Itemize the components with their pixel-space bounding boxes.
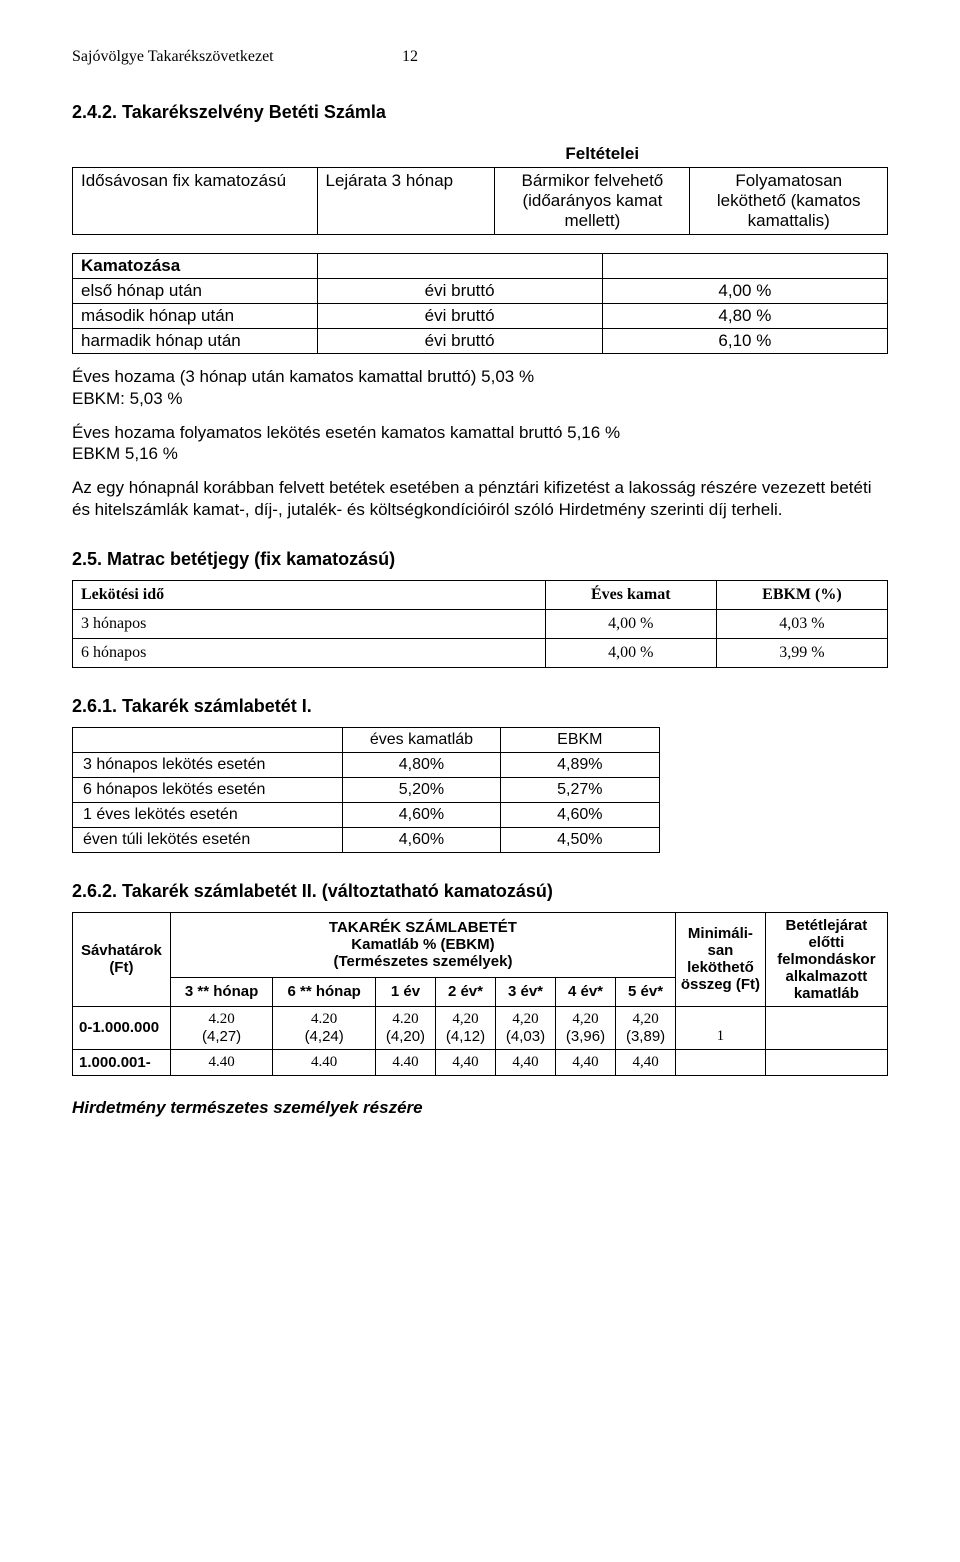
feltetelei-c4-l1: Folyamatosan bbox=[735, 171, 842, 190]
matrac-row: 3 hónapos 4,00 % 4,03 % bbox=[73, 609, 888, 638]
feltetelei-table: Feltételei Idősávosan fix kamatozású Lej… bbox=[72, 141, 888, 235]
para1-l1: Éves hozama (3 hónap után kamatos kamatt… bbox=[72, 367, 534, 386]
matrac-h1: Lekötési idő bbox=[73, 580, 546, 609]
tak2-period: 5 év* bbox=[616, 978, 676, 1006]
tak2-period: 2 év* bbox=[435, 978, 495, 1006]
section-261-title: 2.6.1. Takarék számlabetét I. bbox=[72, 696, 888, 717]
feltetelei-c3: Bármikor felvehető (időarányos kamat mel… bbox=[495, 168, 690, 235]
feltetelei-c4-l2: leköthető (kamatos bbox=[717, 191, 861, 210]
tak2-period: 3 ** hónap bbox=[170, 978, 273, 1006]
tak1-row: 6 hónapos lekötés esetén5,20%5,27% bbox=[73, 777, 660, 802]
kam-row: harmadik hónap utánévi bruttó6,10 % bbox=[73, 329, 888, 354]
tak1-h3: EBKM bbox=[501, 727, 659, 752]
feltetelei-c4-l3: kamattalis) bbox=[748, 211, 830, 230]
feltetelei-c3-l2: (időarányos kamat bbox=[522, 191, 662, 210]
section-262-title: 2.6.2. Takarék számlabetét II. (változta… bbox=[72, 881, 888, 902]
takarek1-table: éves kamatláb EBKM 3 hónapos lekötés ese… bbox=[72, 727, 660, 853]
tak1-row: éven túli lekötés esetén4,60%4,50% bbox=[73, 827, 660, 852]
matrac-h2: Éves kamat bbox=[545, 580, 716, 609]
tak2-period: 3 év* bbox=[495, 978, 555, 1006]
kam-row: első hónap utánévi bruttó4,00 % bbox=[73, 279, 888, 304]
section-242-title: 2.4.2. Takarékszelvény Betéti Számla bbox=[72, 102, 888, 123]
feltetelei-c3-l1: Bármikor felvehető bbox=[522, 171, 664, 190]
para2-l1: Éves hozama folyamatos lekötés esetén ka… bbox=[72, 423, 620, 442]
tak2-row: 1.000.001- 4.40 4.40 4.40 4,40 4,40 4,40… bbox=[73, 1049, 888, 1075]
kam-title: Kamatozása bbox=[73, 254, 318, 279]
matrac-row: 6 hónapos 4,00 % 3,99 % bbox=[73, 638, 888, 667]
company-name: Sajóvölgye Takarékszövetkezet bbox=[72, 48, 402, 66]
tak1-h2: éves kamatláb bbox=[342, 727, 500, 752]
page-footer: Hirdetmény természetes személyek részére bbox=[72, 1098, 888, 1118]
tak2-hdr-bet: Betétlejárat előtti felmondáskor alkalma… bbox=[765, 912, 887, 1006]
tak2-period: 1 év bbox=[375, 978, 435, 1006]
tak2-row: 0-1.000.000 4.20(4,27) 4.20(4,24) 4.20(4… bbox=[73, 1006, 888, 1049]
tak2-hdr-sav: Sávhatárok (Ft) bbox=[73, 912, 171, 1006]
feltetelei-heading: Feltételei bbox=[317, 141, 888, 168]
page-header: Sajóvölgye Takarékszövetkezet 12 bbox=[72, 48, 888, 66]
para-3: Az egy hónapnál korábban felvett betétek… bbox=[72, 477, 888, 521]
page-number: 12 bbox=[402, 48, 418, 66]
kam-row: második hónap utánévi bruttó4,80 % bbox=[73, 304, 888, 329]
takarek2-table: Sávhatárok (Ft) TAKARÉK SZÁMLABETÉT Kama… bbox=[72, 912, 888, 1076]
feltetelei-c4: Folyamatosan leköthető (kamatos kamattal… bbox=[690, 168, 888, 235]
matrac-table: Lekötési idő Éves kamat EBKM (%) 3 hónap… bbox=[72, 580, 888, 668]
feltetelei-c1: Idősávosan fix kamatozású bbox=[73, 168, 318, 235]
tak2-hdr-min: Minimáli-san leköthető összeg (Ft) bbox=[676, 912, 766, 1006]
matrac-h3: EBKM (%) bbox=[716, 580, 887, 609]
tak2-hdr-main: TAKARÉK SZÁMLABETÉT Kamatláb % (EBKM) (T… bbox=[170, 912, 675, 978]
tak2-period: 4 év* bbox=[556, 978, 616, 1006]
para-1: Éves hozama (3 hónap után kamatos kamatt… bbox=[72, 366, 888, 410]
para2-l2: EBKM 5,16 % bbox=[72, 444, 178, 463]
tak1-row: 1 éves lekötés esetén4,60%4,60% bbox=[73, 802, 660, 827]
tak2-period: 6 ** hónap bbox=[273, 978, 376, 1006]
tak1-row: 3 hónapos lekötés esetén4,80%4,89% bbox=[73, 752, 660, 777]
kamatozasa-table: Kamatozása első hónap utánévi bruttó4,00… bbox=[72, 253, 888, 354]
feltetelei-c3-l3: mellett) bbox=[565, 211, 621, 230]
para1-l2: EBKM: 5,03 % bbox=[72, 389, 183, 408]
section-25-title: 2.5. Matrac betétjegy (fix kamatozású) bbox=[72, 549, 888, 570]
feltetelei-c2: Lejárata 3 hónap bbox=[317, 168, 495, 235]
para-2: Éves hozama folyamatos lekötés esetén ka… bbox=[72, 422, 888, 466]
